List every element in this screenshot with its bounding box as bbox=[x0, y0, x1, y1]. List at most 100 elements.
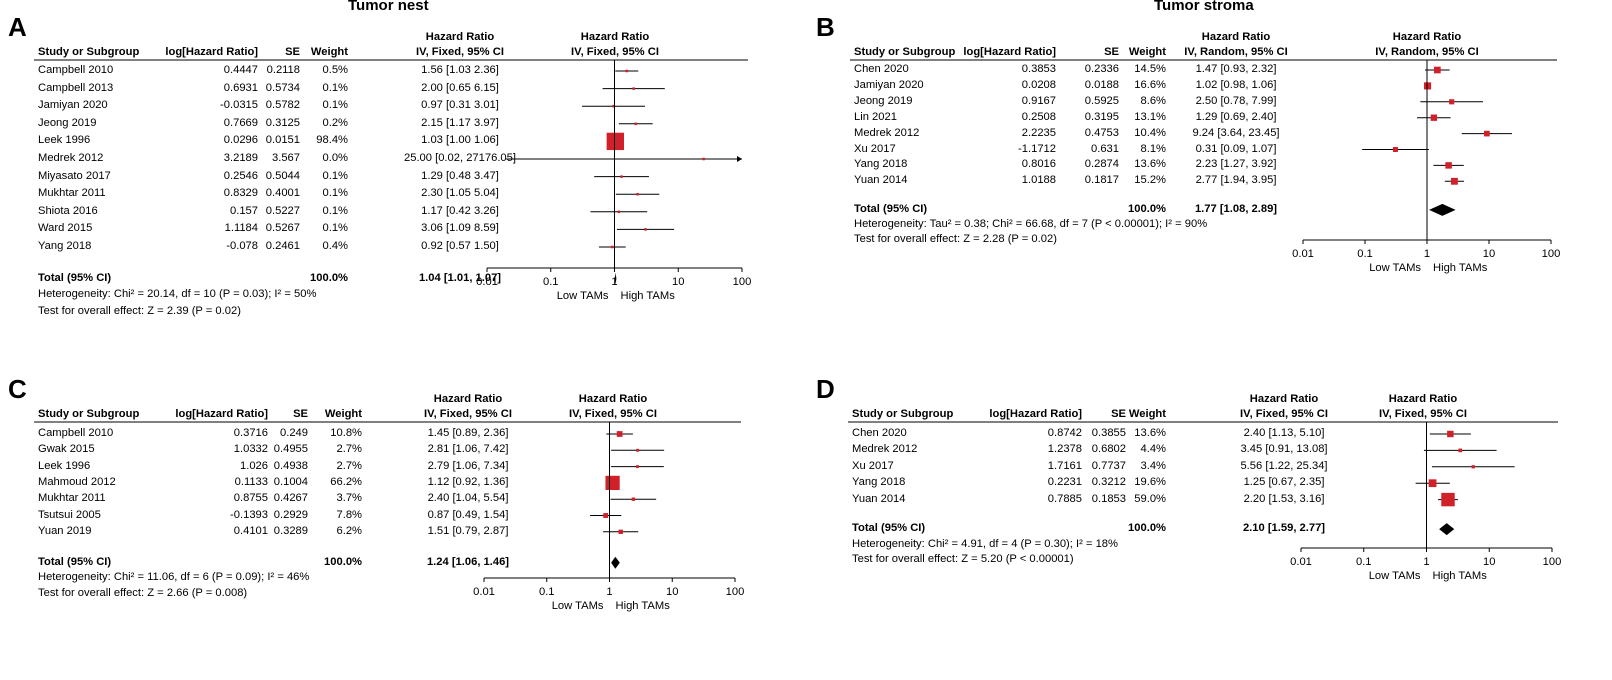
study-ci-text: 2.23 [1.27, 3.92] bbox=[1195, 158, 1277, 171]
study-marker bbox=[616, 431, 623, 437]
x-tick-label: 100 bbox=[1543, 556, 1562, 568]
study-name: Chen 2020 bbox=[852, 427, 907, 439]
hr-header-top: Hazard Ratio bbox=[1201, 31, 1271, 43]
study-name: Campbell 2010 bbox=[38, 64, 114, 76]
total-label: Total (95% CI) bbox=[852, 522, 926, 535]
study-ci-text: 2.30 [1.05 5.04] bbox=[421, 187, 499, 200]
x-label-left: Low TAMs bbox=[1369, 570, 1421, 582]
study-se: 0.3212 bbox=[1091, 476, 1126, 489]
study-loghr: 0.2231 bbox=[1047, 476, 1082, 489]
x-tick-label: 1 bbox=[1423, 556, 1429, 568]
study-ci-text: 2.50 [0.78, 7.99] bbox=[1195, 94, 1277, 107]
study-se: 0.4938 bbox=[273, 459, 308, 472]
study-loghr: 0.7669 bbox=[223, 116, 258, 129]
study-name: Medrek 2012 bbox=[38, 152, 104, 164]
study-se: 0.2118 bbox=[266, 64, 300, 76]
study-marker bbox=[636, 192, 639, 196]
ci-arrow bbox=[737, 156, 742, 162]
study-marker bbox=[1447, 430, 1454, 438]
study-se: 0.5227 bbox=[265, 204, 300, 217]
total-weight: 100.0% bbox=[324, 555, 362, 568]
study-se: 0.5782 bbox=[265, 99, 300, 112]
study-marker bbox=[618, 529, 623, 534]
study-ci-text: 1.56 [1.03 2.36] bbox=[421, 64, 499, 76]
study-name: Jeong 2019 bbox=[854, 94, 913, 107]
col-header-loghr: log[Hazard Ratio] bbox=[175, 408, 268, 420]
study-ci-text: 1.47 [0.93, 2.32] bbox=[1195, 63, 1277, 75]
study-ci-text: 2.40 [1.13, 5.10] bbox=[1243, 427, 1325, 439]
study-se: 0.6802 bbox=[1091, 443, 1126, 456]
plot-header-method: IV, Random, 95% CI bbox=[1375, 46, 1479, 58]
study-marker bbox=[1449, 99, 1455, 105]
study-se: 0.1817 bbox=[1084, 174, 1119, 187]
study-weight: 2.7% bbox=[336, 443, 363, 456]
panel-letter: B bbox=[816, 12, 835, 42]
x-tick-label: 0.1 bbox=[1356, 556, 1372, 568]
study-loghr: -1.1712 bbox=[1018, 142, 1056, 155]
study-weight: 0.1% bbox=[322, 99, 349, 112]
x-tick-label: 1 bbox=[606, 586, 612, 598]
study-marker bbox=[1484, 130, 1490, 137]
col-header-study: Study or Subgroup bbox=[38, 408, 140, 420]
forest-plot: 0.01 0.1 1 10 100 Low TAMs High TAMs bbox=[34, 59, 751, 302]
study-se: 0.2336 bbox=[1084, 63, 1119, 75]
study-name: Jeong 2019 bbox=[38, 116, 97, 129]
study-loghr: 0.6931 bbox=[223, 81, 258, 94]
plot-header-top: Hazard Ratio bbox=[1388, 393, 1458, 405]
study-marker bbox=[612, 104, 615, 108]
col-header-study: Study or Subgroup bbox=[38, 46, 140, 58]
panel-a: A Tumor nest Hazard Ratio Hazard Ratio Stu… bbox=[0, 0, 800, 317]
study-weight: 0.2% bbox=[322, 116, 349, 129]
study-se: 0.4001 bbox=[265, 187, 300, 200]
study-ci-text: 2.20 [1.53, 3.16] bbox=[1243, 492, 1325, 505]
study-se: 0.5044 bbox=[265, 169, 300, 182]
study-name: Leek 1996 bbox=[38, 459, 91, 472]
study-se: 0.4753 bbox=[1084, 126, 1119, 139]
study-name: Yuan 2014 bbox=[854, 174, 908, 187]
study-loghr: -0.0315 bbox=[220, 99, 258, 112]
study-ci-text: 2.81 [1.06, 7.42] bbox=[427, 443, 509, 456]
study-se: 0.4267 bbox=[273, 492, 308, 505]
study-marker bbox=[617, 210, 621, 214]
study-weight: 4.4% bbox=[1140, 443, 1167, 456]
study-se: 0.2929 bbox=[273, 508, 308, 521]
study-marker bbox=[1441, 492, 1455, 507]
study-weight: 15.2% bbox=[1134, 174, 1166, 187]
study-name: Xu 2017 bbox=[854, 142, 896, 155]
study-loghr: 1.7161 bbox=[1047, 459, 1082, 472]
forest-plot: 0.01 0.1 1 10 100 Low TAMs High TAMs bbox=[850, 59, 1560, 274]
total-label: Total (95% CI) bbox=[854, 202, 928, 215]
total-weight: 100.0% bbox=[1128, 522, 1166, 535]
study-weight: 13.6% bbox=[1134, 427, 1166, 439]
study-marker bbox=[610, 245, 614, 249]
study-name: Lin 2021 bbox=[854, 110, 897, 123]
study-marker bbox=[605, 475, 620, 491]
study-weight: 0.1% bbox=[322, 187, 349, 200]
study-marker bbox=[636, 465, 639, 469]
study-name: Yuan 2014 bbox=[852, 492, 906, 505]
study-loghr: 0.0208 bbox=[1021, 78, 1056, 91]
study-loghr: 1.0332 bbox=[233, 443, 268, 456]
col-header-weight: Weight bbox=[324, 408, 362, 420]
forest-plot: 0.01 0.1 1 10 100 Low TAMs High TAMs bbox=[848, 421, 1562, 582]
study-ci-text: 1.29 [0.69, 2.40] bbox=[1195, 110, 1277, 123]
study-name: Medrek 2012 bbox=[852, 443, 918, 456]
study-loghr: 0.7885 bbox=[1047, 492, 1082, 505]
x-tick-label: 10 bbox=[666, 586, 678, 598]
study-weight: 0.1% bbox=[322, 222, 349, 235]
panel-d: D Hazard Ratio Hazard Ratio Study or Subgr… bbox=[806, 360, 1612, 627]
study-loghr: 0.4447 bbox=[223, 64, 258, 76]
study-loghr: 0.4101 bbox=[233, 524, 268, 537]
panel-letter: A bbox=[8, 12, 27, 42]
study-se: 0.2874 bbox=[1084, 158, 1119, 171]
study-se: 0.1004 bbox=[273, 475, 308, 488]
study-marker bbox=[1451, 177, 1458, 185]
study-loghr: 0.3853 bbox=[1021, 63, 1056, 75]
study-ci-text: 2.79 [1.06, 7.34] bbox=[427, 459, 509, 472]
total-diamond bbox=[1439, 523, 1455, 536]
study-name: Shiota 2016 bbox=[38, 204, 98, 217]
col-header-study: Study or Subgroup bbox=[852, 408, 954, 420]
study-loghr: 0.3716 bbox=[233, 427, 268, 439]
study-name: Yang 2018 bbox=[38, 240, 92, 252]
study-se: 0.5925 bbox=[1084, 94, 1119, 107]
